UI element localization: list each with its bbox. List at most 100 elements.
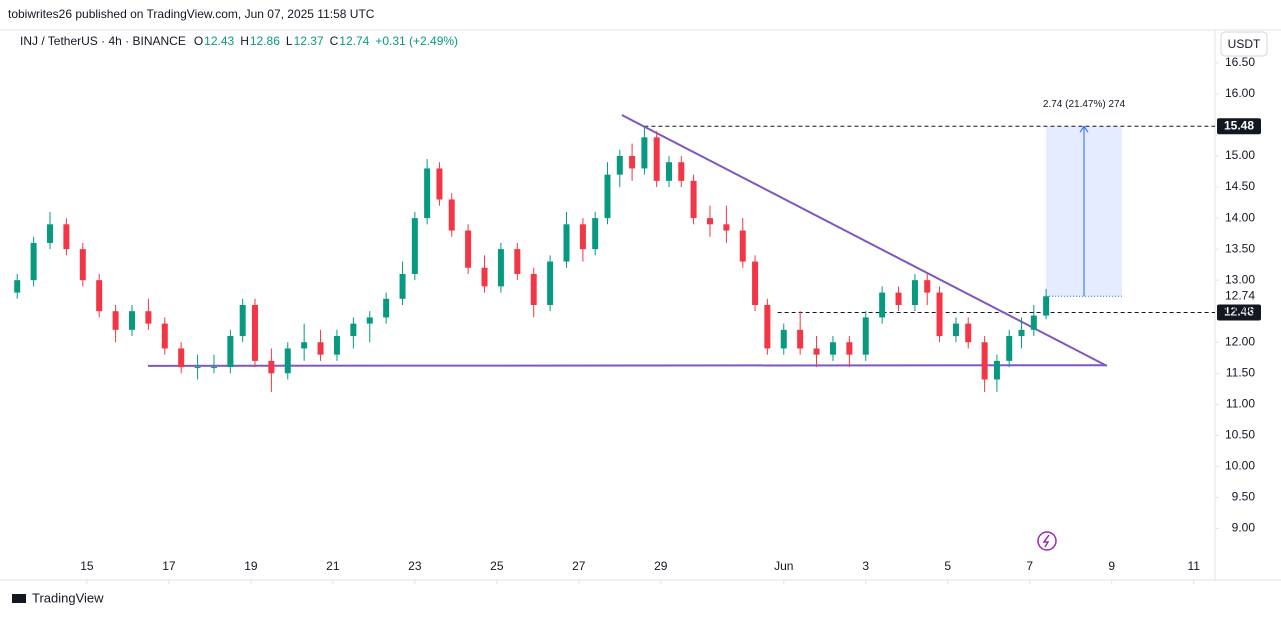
candle-body [862, 317, 869, 355]
candle-body [436, 168, 443, 200]
candle-body [30, 242, 37, 281]
currency: USDT [1228, 37, 1261, 51]
candle-body [96, 280, 103, 312]
candle-body [530, 273, 537, 305]
candle-body [47, 224, 54, 243]
candle-body [813, 348, 820, 355]
candle-body [1043, 296, 1050, 316]
candle-body [383, 298, 390, 318]
x-tick-label: 11 [1187, 559, 1200, 573]
symbol: INJ / TetherUS · 4h · BINANCE [20, 34, 186, 48]
ohlc-label: O [194, 34, 203, 48]
candle-body [616, 156, 623, 175]
ohlc-label: L [286, 34, 293, 48]
price-tag-label: 12.48 [1224, 305, 1254, 319]
candle-body [879, 292, 886, 318]
y-tick-label: 11.00 [1226, 396, 1255, 410]
ohlc-value: 12.74 [339, 34, 369, 48]
y-tick-label: 15.00 [1225, 148, 1255, 162]
candle-body [63, 224, 70, 250]
candle-body [514, 249, 521, 274]
candle-body [690, 180, 697, 219]
candle-body [497, 249, 504, 287]
last-price: 12.74 [1225, 288, 1255, 302]
candle-body [448, 199, 455, 231]
brand: TradingView [32, 590, 104, 605]
candle-body [846, 342, 853, 355]
candle-body [333, 336, 340, 355]
y-tick-label: 11.50 [1226, 365, 1255, 379]
y-tick-label: 14.00 [1225, 210, 1255, 224]
candle-body [723, 224, 730, 231]
candle-body [399, 273, 406, 299]
x-tick-label: 9 [1108, 559, 1115, 573]
candle-body [829, 342, 836, 355]
x-tick-label: 15 [80, 559, 94, 573]
x-tick-label: 27 [572, 559, 586, 573]
measure-label: 2.74 (21.47%) 274 [1043, 99, 1126, 110]
price-tag [1217, 118, 1261, 135]
candle-body [1018, 329, 1025, 337]
candle-body [706, 218, 713, 225]
candle-body [641, 137, 648, 169]
x-tick-label: 19 [244, 559, 258, 573]
candle-body [112, 311, 119, 330]
currency-button[interactable] [1220, 31, 1268, 57]
x-tick-label: 21 [326, 559, 340, 573]
change: +0.31 (+2.49%) [375, 34, 458, 48]
ohlc-value: 12.43 [204, 34, 234, 48]
candle-body [79, 249, 86, 281]
candle-body [936, 292, 943, 337]
measure-arrowhead [1079, 125, 1089, 133]
candle-body [592, 218, 599, 250]
candle-body [227, 336, 234, 368]
y-tick-label: 12.00 [1225, 334, 1255, 348]
candle-body [752, 261, 759, 305]
y-tick-label: 16.50 [1225, 55, 1255, 69]
event-icon[interactable] [1037, 531, 1057, 551]
y-tick-label: 13.50 [1225, 241, 1255, 255]
candle-body [145, 311, 152, 324]
candle-body [965, 323, 972, 343]
x-tick-label: 23 [408, 559, 422, 573]
candle-body [411, 218, 418, 274]
candle-body [665, 162, 672, 181]
candle-body [317, 342, 324, 355]
candle-body [1006, 336, 1013, 361]
x-tick-label: 25 [490, 559, 504, 573]
y-tick-label: 13.00 [1225, 272, 1255, 286]
candle-body [1030, 315, 1037, 330]
candle-body [268, 360, 275, 374]
event-icon-bolt [1042, 534, 1050, 548]
candle-body [366, 317, 373, 324]
candle-body [284, 348, 291, 374]
y-tick-label: 9.50 [1232, 490, 1256, 504]
candle-body [895, 292, 902, 305]
candle-body [764, 305, 771, 349]
candle-body [952, 323, 959, 337]
y-tick-label: 10.00 [1225, 459, 1255, 473]
y-tick-label: 16.00 [1225, 86, 1255, 100]
candle-body [579, 224, 586, 250]
candle-body [178, 348, 185, 368]
candle-body [653, 137, 660, 181]
countdown: 01:46 [1225, 303, 1255, 317]
candle-body [797, 329, 804, 349]
y-tick-label: 14.50 [1225, 179, 1255, 193]
y-tick-label: 9.00 [1232, 521, 1256, 535]
trend-line [621, 114, 1108, 367]
candle-body [629, 156, 636, 169]
candle-body [924, 280, 931, 293]
ohlc-label: H [240, 34, 249, 48]
x-tick-label: Jun [774, 559, 793, 573]
candle-body [678, 162, 685, 181]
candle-body [301, 342, 308, 349]
x-tick-label: 7 [1026, 559, 1033, 573]
candle-body [911, 280, 918, 305]
candle-body [739, 230, 746, 262]
candle-body [780, 329, 787, 349]
x-tick-label: 3 [862, 559, 869, 573]
price-tag [1217, 304, 1261, 321]
candle-body [350, 323, 357, 337]
